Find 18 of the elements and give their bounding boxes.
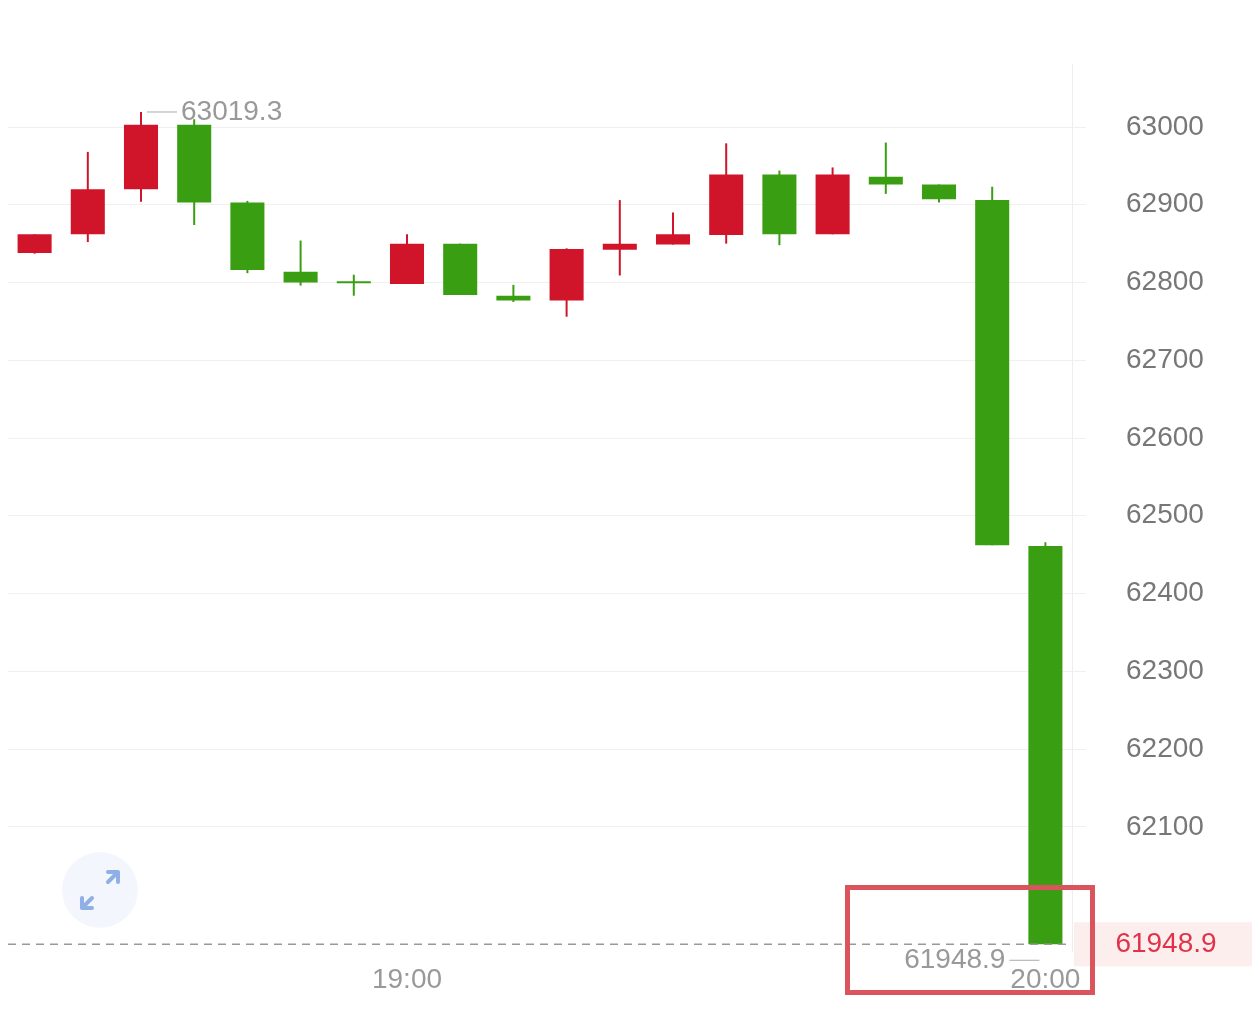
candlestick bbox=[336, 273, 371, 297]
y-tick-label: 62100 bbox=[1126, 809, 1204, 841]
y-tick-label: 62400 bbox=[1126, 576, 1204, 608]
candlestick bbox=[868, 141, 903, 195]
y-tick-label: 62600 bbox=[1126, 420, 1204, 452]
annotation: 63019.3 bbox=[181, 94, 283, 126]
annotation: 61948.9 bbox=[904, 943, 1006, 974]
ref-line-label: 61948.9 bbox=[1115, 927, 1217, 958]
y-tick-label: 62200 bbox=[1126, 731, 1204, 763]
x-tick-label: 19:00 bbox=[371, 962, 443, 994]
y-tick-label: 62500 bbox=[1126, 498, 1204, 530]
y-tick-label: 62800 bbox=[1126, 265, 1204, 297]
y-tick-label: 62300 bbox=[1126, 654, 1204, 685]
y-tick-label: 63000 bbox=[1126, 109, 1204, 141]
x-tick-label: 20:00 bbox=[1010, 962, 1081, 994]
y-tick-label: 62900 bbox=[1126, 187, 1204, 219]
y-tick-label: 62700 bbox=[1126, 342, 1204, 374]
candlestick bbox=[602, 199, 637, 277]
